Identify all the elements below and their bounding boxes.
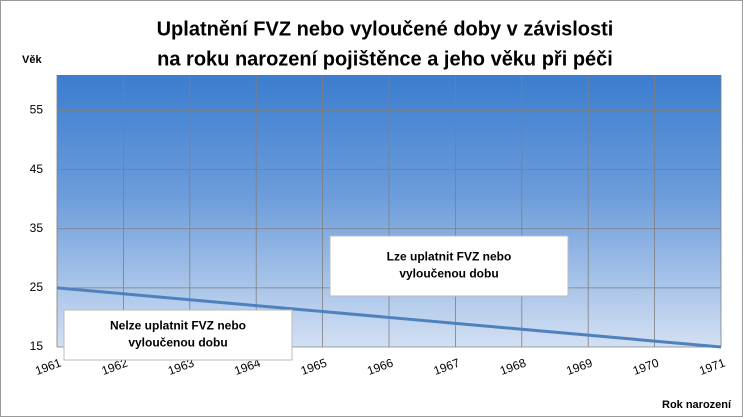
- y-tick-label: 15: [30, 339, 44, 353]
- chart-title: Uplatnění FVZ nebo vyloučené doby v závi…: [157, 18, 614, 40]
- y-tick-label: 35: [30, 221, 44, 235]
- annotation-text: Nelze uplatnit FVZ nebo: [110, 319, 246, 333]
- x-axis-label: Rok narození: [662, 399, 732, 411]
- y-tick-label: 25: [30, 280, 44, 294]
- annotation-box: [63, 309, 293, 361]
- annotation-text: vyloučenou dobu: [399, 267, 498, 281]
- chart-title: na roku narození pojištěnce a jeho věku …: [157, 48, 613, 70]
- y-tick-label: 45: [30, 162, 44, 176]
- annotation-text: vyloučenou dobu: [128, 336, 227, 350]
- y-axis-label: Věk: [22, 54, 42, 66]
- annotation-box: [329, 235, 569, 297]
- annotation-text: Lze uplatnit FVZ nebo: [387, 250, 512, 264]
- y-tick-label: 55: [30, 103, 44, 117]
- line: [56, 286, 722, 349]
